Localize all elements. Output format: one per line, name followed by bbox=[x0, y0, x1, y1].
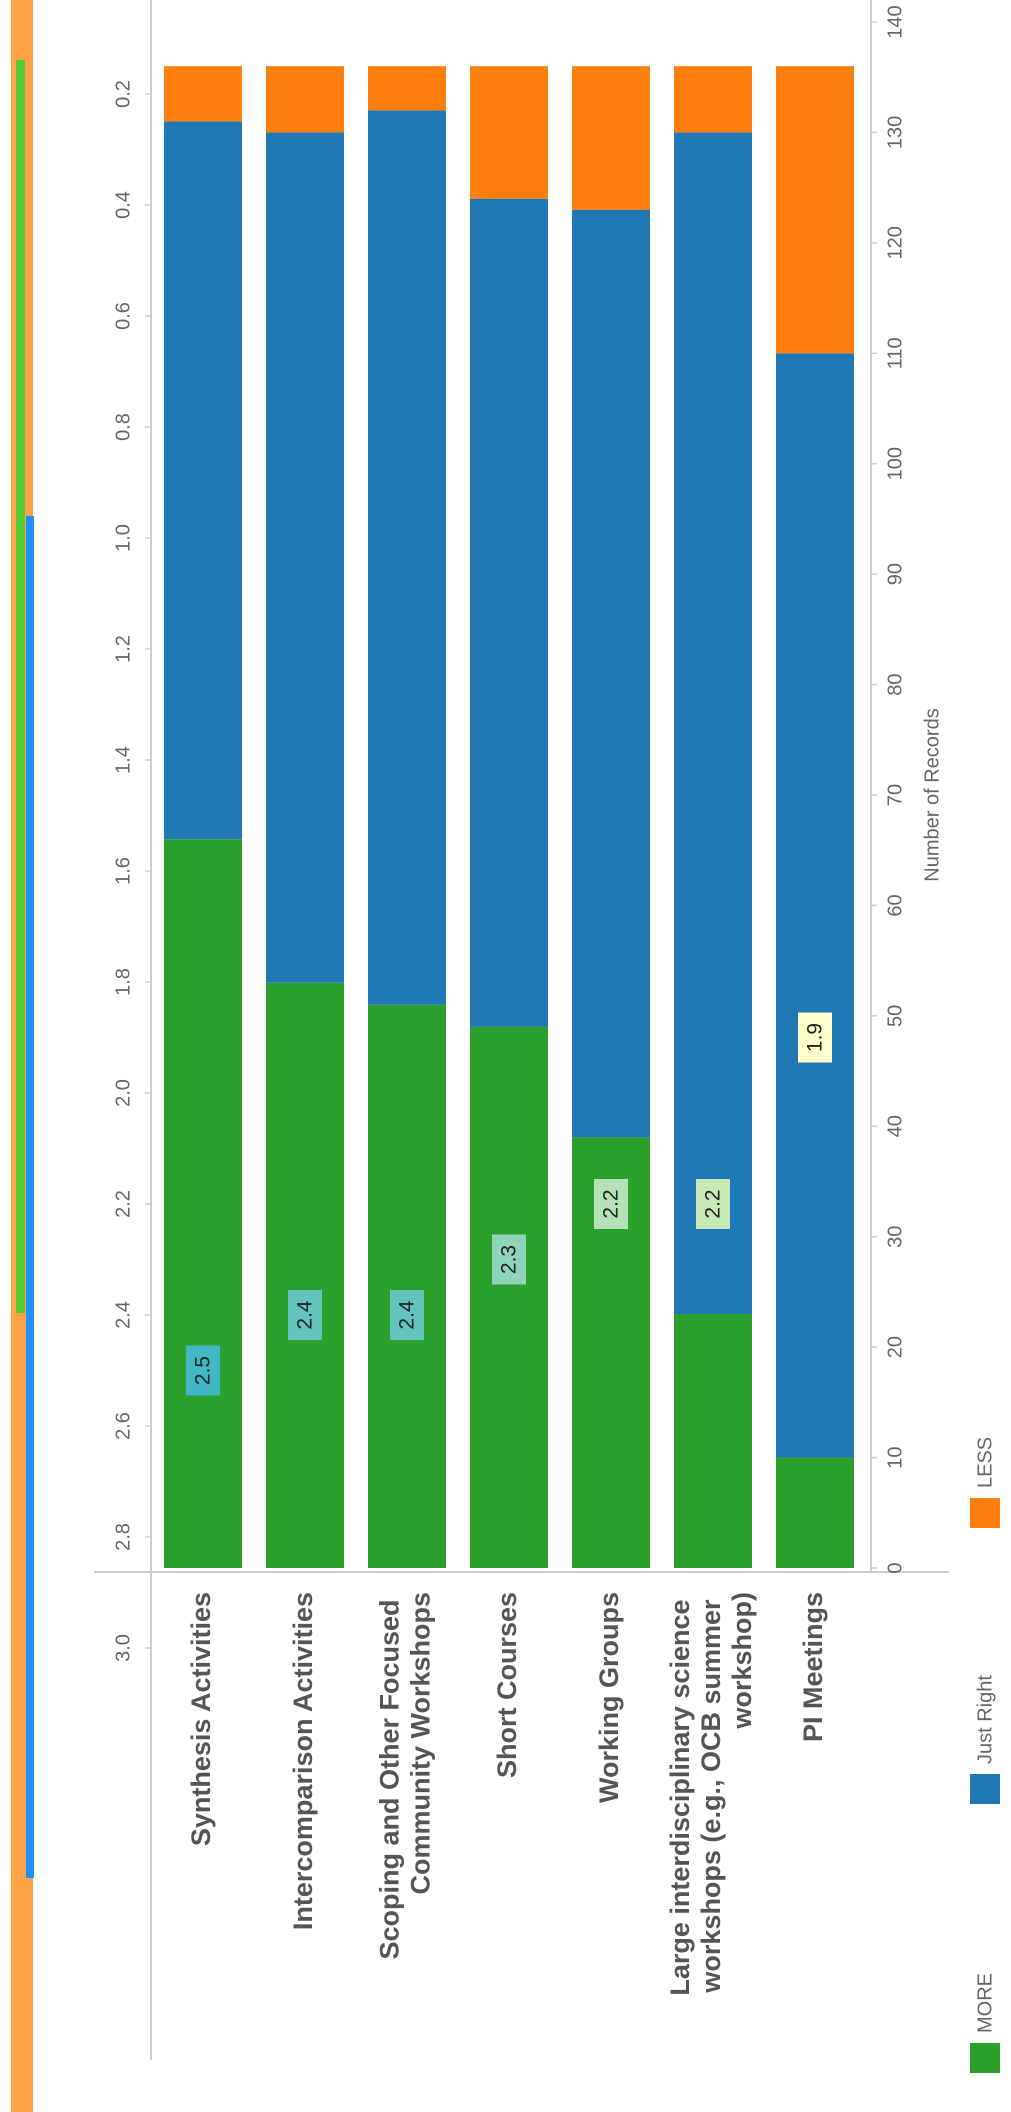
bar-segment bbox=[776, 353, 854, 1458]
x-tick-label: 10 bbox=[884, 1446, 906, 1468]
score-label: 2.4 bbox=[396, 1300, 419, 1330]
score-label: 2.5 bbox=[192, 1356, 215, 1385]
score-label: 2.2 bbox=[702, 1189, 725, 1218]
x2-tick-label: 1.0 bbox=[112, 524, 134, 552]
x2-tick-label: 2.2 bbox=[112, 1190, 134, 1218]
bar-segment bbox=[266, 66, 344, 133]
bar-segment bbox=[470, 1026, 548, 1568]
bar-segment bbox=[674, 1314, 752, 1568]
bar-segment bbox=[674, 66, 752, 133]
category-label: Large interdisciplinary science workshop… bbox=[665, 1592, 757, 1996]
score-box bbox=[288, 1290, 322, 1340]
x2-tick-label: 1.8 bbox=[112, 968, 134, 996]
bar-segment bbox=[266, 982, 344, 1568]
legend-label: Just Right bbox=[974, 1675, 996, 1764]
score-label: 2.4 bbox=[294, 1300, 317, 1330]
x-tick-label: 140 bbox=[884, 5, 906, 38]
bar-segment bbox=[368, 110, 446, 1005]
score-box bbox=[696, 1179, 730, 1229]
x-tick-label: 110 bbox=[884, 337, 906, 369]
x2-tick-label: 1.4 bbox=[112, 746, 134, 774]
x2-tick-label: 0.6 bbox=[112, 302, 134, 330]
x2-tick-label: 2.0 bbox=[112, 1079, 134, 1107]
legend-swatch bbox=[970, 1774, 1000, 1804]
x2-tick-label: 2.6 bbox=[112, 1412, 134, 1440]
side-strip bbox=[26, 516, 34, 1878]
bar-segment bbox=[776, 66, 854, 354]
x2-tick-label: 2.8 bbox=[112, 1523, 134, 1551]
bar-segment bbox=[266, 132, 344, 983]
score-box bbox=[390, 1290, 424, 1340]
x2-tick-label: 0.2 bbox=[112, 80, 134, 108]
category-label: Short Courses bbox=[492, 1592, 522, 1778]
legend-label: LESS bbox=[974, 1437, 996, 1488]
x-tick-label: 120 bbox=[884, 226, 906, 259]
x-tick-label: 20 bbox=[884, 1336, 906, 1358]
bar-segment bbox=[470, 66, 548, 199]
x-tick-label: 0 bbox=[884, 1562, 906, 1573]
score-label: 2.2 bbox=[600, 1189, 623, 1218]
category-label: PI Meetings bbox=[798, 1592, 828, 1742]
score-box bbox=[492, 1234, 526, 1285]
x-axis-title: Number of Records bbox=[921, 708, 943, 881]
score-box bbox=[186, 1345, 220, 1396]
x-tick-label: 100 bbox=[884, 447, 906, 480]
x-tick-label: 60 bbox=[884, 894, 906, 916]
score-label: 1.9 bbox=[804, 1023, 827, 1052]
bar-segment bbox=[164, 839, 242, 1568]
bar-segment bbox=[572, 66, 650, 210]
x2-tick-label: 1.6 bbox=[112, 857, 134, 885]
x2-tick-label: 0.4 bbox=[112, 191, 134, 219]
plot-frame: 3.0 2.8 2.6 2.4 2.2 2.0 1.8 1.6 1.4 1.2 1.0 0.8 0.6 0… bbox=[94, 0, 1000, 2073]
x-tick-label: 80 bbox=[884, 673, 906, 695]
bar-segment bbox=[572, 209, 650, 1138]
x-tick-label: 40 bbox=[884, 1115, 906, 1137]
category-label: Working Groups bbox=[594, 1592, 624, 1803]
score-box bbox=[594, 1179, 628, 1229]
score-label: 2.3 bbox=[498, 1245, 521, 1274]
side-strip bbox=[16, 60, 25, 1313]
x2-tick-label: 2.4 bbox=[112, 1301, 134, 1329]
bar-segment bbox=[368, 66, 446, 111]
bar-segment bbox=[776, 1457, 854, 1568]
category-label: Scoping and Other Focused Community Work… bbox=[375, 1592, 436, 1960]
score-box bbox=[798, 1012, 832, 1063]
legend-label: MORE bbox=[974, 1973, 996, 2033]
legend-swatch bbox=[970, 2043, 1000, 2073]
bar-segment bbox=[470, 198, 548, 1027]
bar-segment bbox=[164, 66, 242, 122]
bar-segment bbox=[674, 132, 752, 1315]
bar-segment bbox=[368, 1004, 446, 1568]
bar-segment bbox=[572, 1137, 650, 1568]
decoration bbox=[11, 0, 34, 2112]
x2-tick-label: 3.0 bbox=[112, 1634, 134, 1662]
x2-tick-label: 1.2 bbox=[112, 635, 134, 663]
x-tick-label: 50 bbox=[884, 1005, 906, 1027]
x2-tick-label: 0.8 bbox=[112, 413, 134, 441]
category-label: Synthesis Activities bbox=[186, 1592, 216, 1846]
x-tick-label: 70 bbox=[884, 784, 906, 806]
x-tick-label: 30 bbox=[884, 1226, 906, 1248]
x-tick-label: 130 bbox=[884, 116, 906, 149]
legend-swatch bbox=[970, 1498, 1000, 1528]
bar-segment bbox=[164, 121, 242, 840]
category-label: Intercomparison Activities bbox=[288, 1592, 318, 1930]
x-tick-label: 90 bbox=[884, 563, 906, 585]
